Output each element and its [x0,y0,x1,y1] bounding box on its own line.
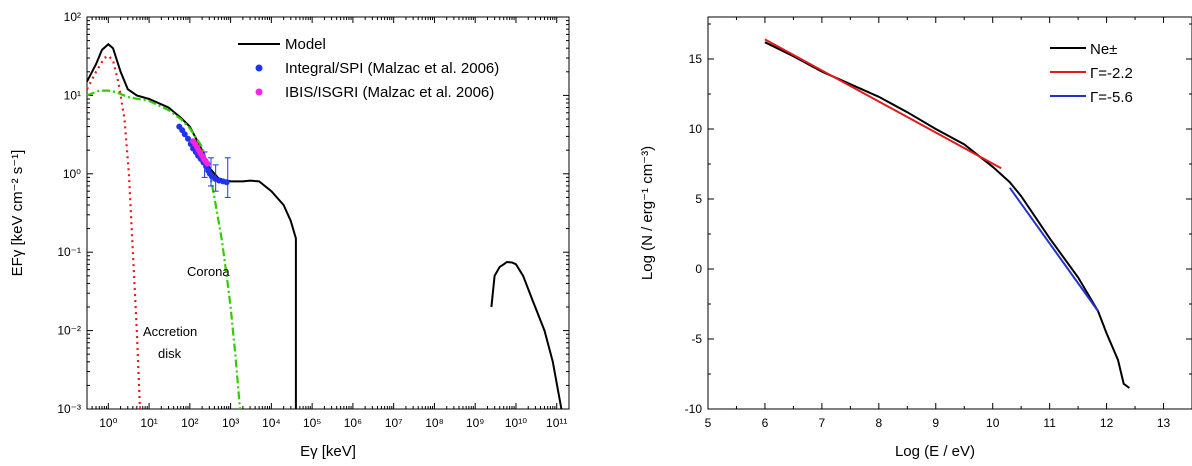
data-point [223,179,230,186]
left-legend: Model Integral/SPI (Malzac et al. 2006) IB… [238,36,499,101]
series-line [490,260,563,410]
legend-label: Γ=-2.2 [1090,65,1133,82]
x-tick-label: 11 [1043,416,1056,430]
y-tick-label: 10⁰ [63,167,81,181]
right-plot-frame [707,16,1192,410]
series-line [764,38,1002,170]
legend-label: IBIS/ISGRI (Malzac et al. 2006) [285,84,494,101]
annotation-disk: disk [158,346,182,361]
left-x-axis-title: Eγ [keV] [300,443,356,460]
x-tick-label: 5 [705,416,712,430]
y-tick-label: 10 [689,122,703,136]
x-tick-label: 13 [1157,416,1171,430]
legend-swatch [255,88,263,96]
y-tick-label: 10⁻¹ [57,245,81,259]
y-tick-label: 15 [689,52,703,66]
y-tick-label: -10 [685,402,703,416]
y-tick-label: 0 [695,262,702,276]
legend-label: Integral/SPI (Malzac et al. 2006) [285,60,499,77]
right-legend: Ne± Γ=-2.2 Γ=-5.6 [1050,41,1133,106]
right-series [764,38,1130,389]
legend-label: Model [285,36,326,53]
right-y-axis-title: Log (N / erg⁻¹ cm⁻³) [639,146,656,280]
left-plot-frame [86,16,570,410]
x-tick-label: 9 [932,416,939,430]
x-tick-label: 7 [819,416,826,430]
data-point [204,160,211,167]
legend-label: Γ=-5.6 [1090,89,1133,106]
x-tick-label: 10 [986,416,1000,430]
x-tick-label: 10³ [222,416,239,430]
data-point [184,135,191,142]
y-tick-label: 5 [695,192,702,206]
left-series [86,42,563,410]
series-line [764,41,1130,389]
series-line [1008,187,1099,312]
right-x-axis-title: Log (E / eV) [895,443,975,460]
left-chart: 10⁰ 10¹ 10² 10³ 10⁴ 10⁵ 10⁶ 10⁷ 10⁸ 10⁹ 10¹⁰ 10¹¹ 10… [9,10,570,460]
x-tick-label: 10² [181,416,198,430]
x-tick-label: 10¹ [140,416,157,430]
x-tick-label: 6 [762,416,769,430]
x-tick-label: 10⁹ [466,416,485,430]
annotation-accretion: Accretion [143,324,197,339]
right-chart: 5 6 7 8 9 10 11 12 13 -10 -5 0 5 10 15 Ne± Γ=-2.2 Γ=-5.6… [639,16,1192,460]
y-tick-label: 10⁻³ [57,402,81,416]
series-line [86,54,142,410]
x-tick-label: 10¹⁰ [505,416,527,430]
x-tick-label: 10⁶ [344,416,362,430]
y-tick-label: 10² [64,10,81,24]
legend-swatch [255,64,263,72]
left-y-axis-title: EFγ [keV cm⁻² s⁻¹] [9,150,26,277]
x-tick-label: 10⁵ [303,416,321,430]
x-tick-label: 12 [1100,416,1114,430]
left-axis-ticks: 10⁰ 10¹ 10² 10³ 10⁴ 10⁵ 10⁶ 10⁷ 10⁸ 10⁹ 10¹⁰ 10¹¹ 10… [57,10,570,430]
x-tick-label: 10⁸ [425,416,443,430]
data-point [181,131,188,138]
x-tick-label: 10⁷ [385,416,403,430]
y-tick-label: 10⁻² [57,324,81,338]
series-line [86,42,297,409]
y-tick-label: -5 [691,332,702,346]
series-line [86,89,242,410]
y-tick-label: 10¹ [64,88,81,102]
x-tick-label: 10⁰ [99,416,117,430]
x-tick-label: 10¹¹ [546,416,567,430]
x-tick-label: 8 [875,416,882,430]
x-tick-label: 10⁴ [262,416,281,430]
annotation-corona: Corona [187,264,230,279]
legend-label: Ne± [1090,41,1117,58]
